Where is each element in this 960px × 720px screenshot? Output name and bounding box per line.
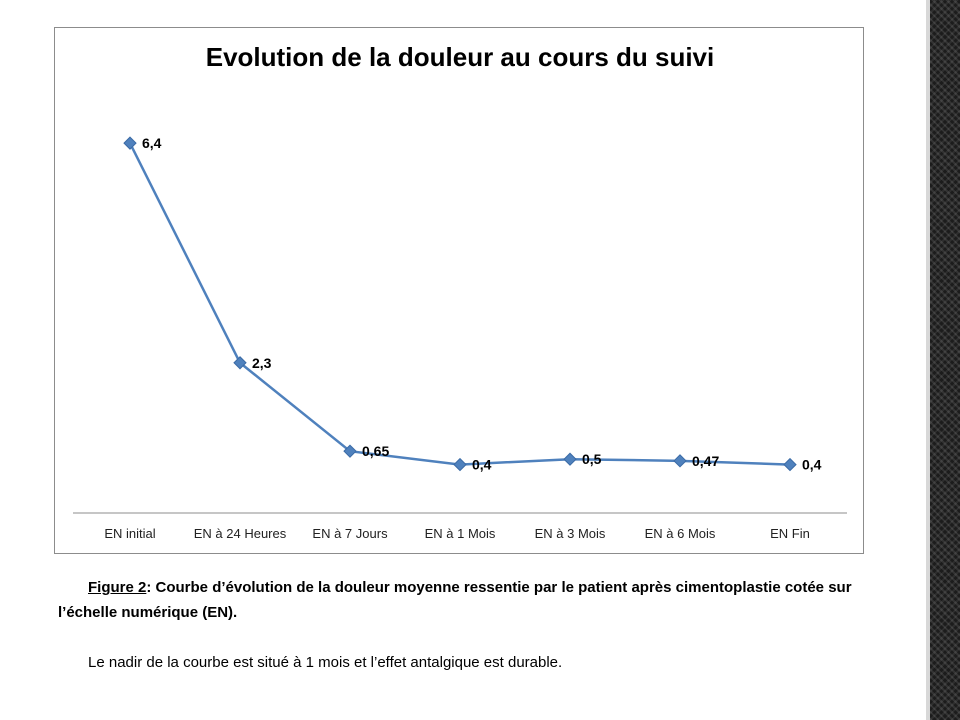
decorative-border-strip (930, 0, 960, 720)
chart-title: Evolution de la douleur au cours du suiv… (205, 42, 715, 72)
data-label: 0,4 (472, 457, 492, 473)
data-label: 0,5 (582, 451, 602, 467)
data-point-marker (673, 454, 687, 468)
data-point-marker (783, 457, 797, 472)
figure-reference: Figure 2 (88, 579, 147, 596)
x-tick-label: EN à 1 Mois (425, 526, 496, 541)
data-label: 6,4 (142, 135, 162, 151)
data-label: 2,3 (252, 355, 272, 371)
border-highlight (926, 0, 930, 720)
data-point-marker (233, 356, 247, 370)
x-tick-label: EN à 6 Mois (645, 526, 716, 541)
figure-caption: Figure 2: Courbe d’évolution de la doule… (58, 575, 898, 625)
series-layer (123, 136, 797, 472)
figure-caption-text: : Courbe d’évolution de la douleur moyen… (58, 579, 852, 621)
caption-note: Le nadir de la courbe est situé à 1 mois… (88, 654, 563, 671)
data-label: 0,4 (802, 457, 822, 473)
line-chart: 6,4 2,3 0,65 0,4 0,5 0,47 0,4 EN initial EN à 2… (73, 135, 847, 541)
chart-area: Evolution de la douleur au cours du suiv… (54, 27, 864, 554)
x-tick-label: EN à 3 Mois (535, 526, 606, 541)
data-point-marker (453, 457, 467, 472)
x-tick-label: EN à 7 Jours (312, 526, 388, 541)
x-tick-layer: EN initial EN à 24 Heures EN à 7 Jours EN à… (104, 526, 810, 541)
data-point-marker (123, 136, 137, 150)
x-tick-label: EN Fin (770, 526, 810, 541)
series-line (128, 142, 791, 466)
data-label: 0,65 (362, 443, 389, 459)
data-label: 0,47 (692, 453, 719, 469)
x-tick-label: EN initial (104, 526, 155, 541)
data-label-layer: 6,4 2,3 0,65 0,4 0,5 0,47 0,4 (142, 135, 822, 472)
data-point-marker (563, 452, 577, 466)
x-tick-label: EN à 24 Heures (194, 526, 287, 541)
data-point-marker (343, 444, 357, 458)
